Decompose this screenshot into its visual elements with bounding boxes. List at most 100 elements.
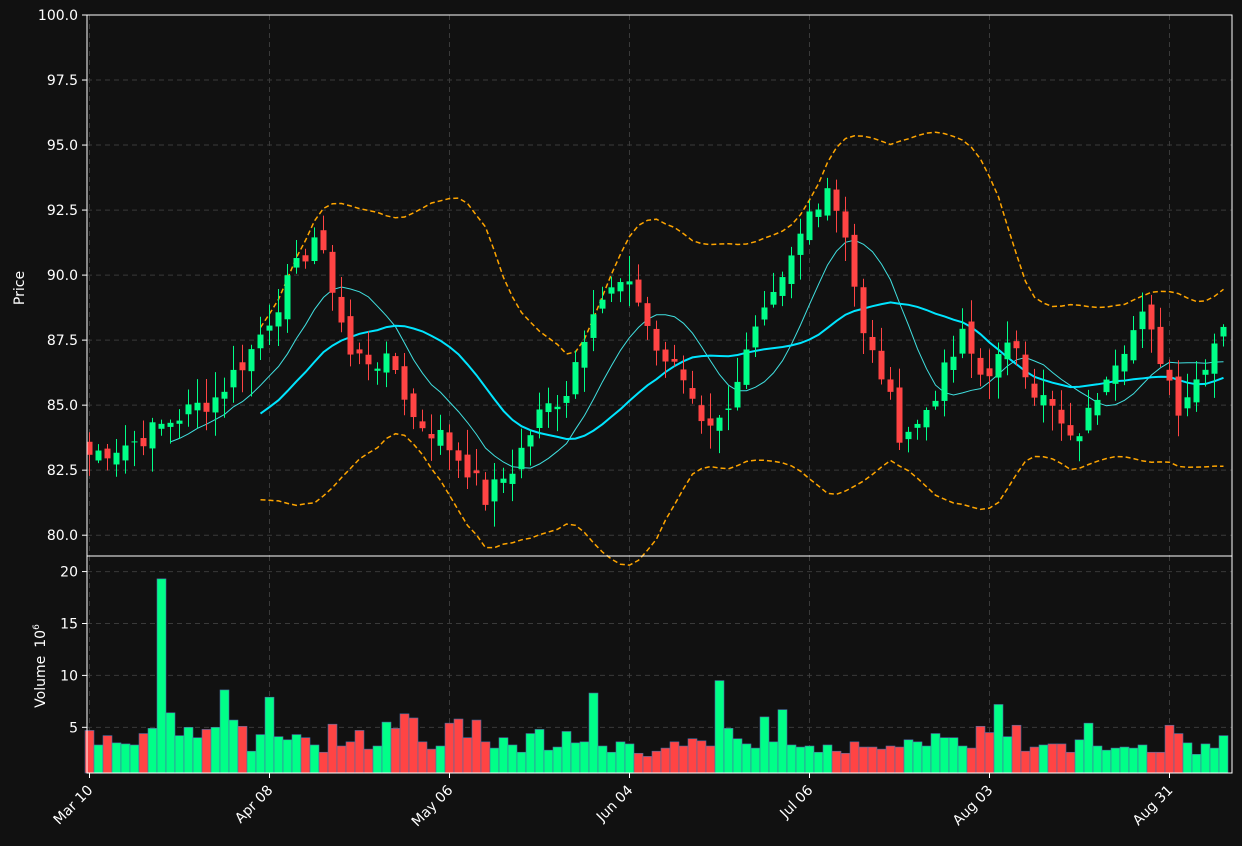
price-tick-label: 97.5 — [47, 73, 78, 89]
volume-bars — [84, 578, 1229, 774]
candle-body — [977, 357, 984, 375]
volume-bar — [975, 725, 986, 774]
volume-bar — [1101, 749, 1112, 774]
volume-bar — [795, 746, 806, 774]
volume-bar — [534, 729, 545, 774]
candle-body — [221, 391, 228, 399]
volume-bar — [984, 732, 995, 774]
candle-body — [320, 230, 327, 251]
x-tick-label: Jul 06 — [777, 782, 817, 822]
candle-body — [824, 188, 831, 216]
x-tick-label: Aug 31 — [1130, 783, 1176, 829]
candle-body — [1157, 326, 1164, 365]
candle-body — [1058, 409, 1065, 424]
volume-bar — [579, 741, 590, 774]
volume-bar — [732, 738, 743, 774]
candle-body — [1202, 369, 1209, 375]
volume-bar — [849, 741, 860, 774]
volume-bar — [1065, 751, 1076, 774]
candle-body — [1193, 379, 1200, 403]
candle-body — [923, 409, 930, 428]
candle-body — [500, 478, 507, 483]
volume-bar — [237, 725, 248, 774]
candle-body — [1085, 407, 1092, 431]
candle-body — [266, 325, 273, 331]
candle-body — [284, 275, 291, 320]
candle-body — [572, 362, 579, 395]
candle-body — [158, 423, 165, 429]
volume-bar — [552, 746, 563, 774]
lower-band — [260, 432, 1224, 566]
candle-body — [905, 431, 912, 440]
volume-bar — [669, 741, 680, 774]
volume-bar — [1056, 743, 1067, 774]
x-tick-label: Apr 08 — [232, 783, 276, 827]
volume-bar — [1164, 724, 1175, 774]
candle-body — [293, 258, 300, 268]
candle-body — [770, 291, 777, 305]
volume-bar — [1110, 747, 1121, 774]
candle-body — [131, 441, 138, 443]
volume-bar — [543, 749, 554, 774]
volume-bar — [1092, 745, 1103, 774]
volume-bar — [1020, 750, 1031, 774]
volume-bar — [147, 728, 158, 774]
upper-band — [259, 131, 1224, 355]
volume-bar — [696, 740, 707, 774]
candle-body — [941, 362, 948, 401]
volume-bar — [624, 743, 635, 774]
volume-bar — [894, 746, 905, 774]
candle-body — [419, 421, 426, 429]
volume-bar — [633, 752, 644, 774]
volume-bar — [930, 733, 941, 774]
volume-bar — [111, 742, 122, 774]
candle-body — [689, 388, 696, 399]
volume-bar — [390, 728, 401, 774]
volume-bar — [588, 692, 599, 774]
candle-body — [995, 354, 1002, 378]
candle-body — [752, 326, 759, 348]
volume-bar — [939, 737, 950, 774]
candle-body — [761, 307, 768, 320]
volume-bar — [606, 751, 617, 774]
volume-bar — [327, 723, 338, 774]
volume-bar — [192, 737, 203, 774]
candle-body — [455, 450, 462, 461]
candle-body — [1220, 326, 1227, 337]
volume-bar — [399, 713, 410, 774]
volume-bar — [1200, 743, 1211, 774]
volume-bar — [597, 745, 608, 774]
candle-body — [347, 316, 354, 355]
volume-bar — [813, 751, 824, 774]
volume-bar — [921, 745, 932, 774]
volume-bar — [705, 745, 716, 774]
candle-body — [185, 404, 192, 415]
candle-body — [563, 396, 570, 403]
candle-body — [608, 287, 615, 294]
candle-body — [302, 255, 309, 262]
volume-bar — [462, 737, 473, 774]
volume-bar — [264, 696, 275, 774]
candle-body — [536, 409, 543, 428]
x-axis-ticks: Mar 10 Apr 08 May 06 Jun 04 Jul 06 Aug 03 Aug … — [51, 773, 1176, 830]
volume-bar — [444, 722, 455, 774]
candle-body — [203, 402, 210, 412]
candle-body — [914, 423, 921, 428]
candle-body — [842, 211, 849, 238]
candle-body — [950, 356, 957, 370]
volume-bar — [804, 745, 815, 774]
volume-bar — [678, 745, 689, 774]
volume-bar — [381, 721, 392, 774]
volume-bar — [750, 747, 761, 774]
volume-bar — [255, 734, 266, 774]
volume-bar — [777, 709, 788, 774]
volume-bar — [1074, 739, 1085, 774]
volume-bar — [786, 744, 797, 774]
ma-slow-line — [259, 301, 1224, 441]
candle-body — [707, 418, 714, 426]
volume-bar — [1173, 733, 1184, 774]
volume-bar — [1209, 747, 1220, 774]
candle-body — [230, 369, 237, 388]
volume-bar — [993, 704, 1004, 774]
volume-panel-frame — [86, 555, 1233, 774]
